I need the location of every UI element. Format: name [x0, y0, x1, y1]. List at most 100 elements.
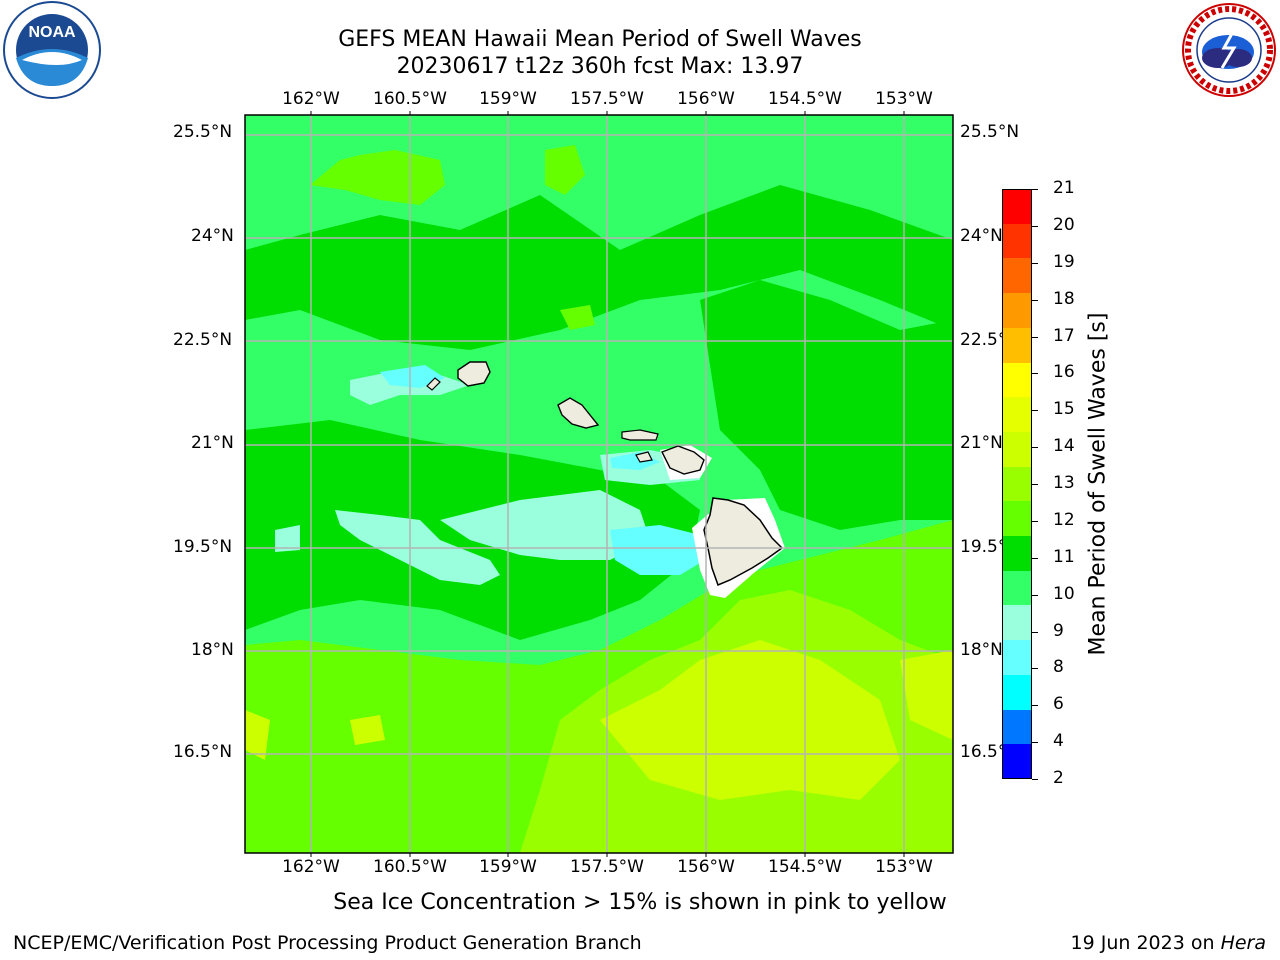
colorbar-tick-mark	[1032, 262, 1038, 264]
colorbar-tick-mark	[1032, 705, 1038, 707]
colorbar-tick-mark	[1032, 668, 1038, 670]
footer-host: Hera	[1220, 932, 1266, 954]
lon-label-top: 157.5°W	[570, 89, 644, 109]
colorbar-tick-mark	[1032, 225, 1038, 227]
period-band-9-10-e	[275, 525, 300, 552]
island-niihau	[426, 377, 441, 391]
colorbar-cell	[1002, 431, 1032, 468]
noaa-logo: NOAA	[3, 1, 101, 99]
period-band-8-9-b	[380, 365, 445, 388]
colorbar-cell	[1002, 674, 1032, 711]
lat-label-left: 25.5°N	[173, 122, 233, 142]
lon-label-top: 156°W	[677, 89, 735, 109]
period-band-9-10-b	[440, 490, 650, 560]
lat-label-left: 21°N	[191, 433, 234, 453]
colorbar-cell	[1002, 258, 1032, 294]
colorbar-cell	[1002, 744, 1032, 780]
colorbar-tick-mark	[1032, 594, 1038, 596]
noaa-logo-text: NOAA	[28, 24, 76, 41]
colorbar-tick-label: 17	[1053, 325, 1075, 346]
colorbar-tick-label: 9	[1053, 620, 1064, 641]
island-molokai	[621, 429, 659, 441]
colorbar-tick-mark	[1032, 336, 1038, 338]
colorbar-tick-label: 10	[1053, 583, 1075, 604]
colorbar-tick-mark	[1032, 631, 1038, 633]
period-band-14-15-a	[600, 640, 900, 800]
colorbar-cell	[1002, 189, 1032, 225]
colorbar-tick-mark	[1032, 373, 1038, 375]
period-band-11-12-north	[245, 185, 953, 350]
colorbar-cell	[1002, 640, 1032, 676]
colorbar-cell	[1002, 293, 1032, 329]
lat-label-left: 22.5°N	[173, 330, 233, 350]
footer-date: 19 Jun 2023 on	[1070, 932, 1221, 954]
lat-label-left: 16.5°N	[173, 742, 233, 762]
colorbar-cell	[1002, 397, 1032, 433]
lon-label-bottom: 162°W	[282, 857, 340, 877]
colorbar-tick-mark	[1032, 410, 1038, 412]
period-patch-north-b	[545, 145, 585, 195]
colorbar-tick-label: 8	[1053, 657, 1064, 678]
colorbar-cell	[1002, 327, 1032, 364]
lon-label-bottom: 160.5°W	[373, 857, 447, 877]
lon-label-top: 159°W	[479, 89, 537, 109]
colorbar-cell	[1002, 362, 1032, 398]
colorbar-cell	[1002, 536, 1032, 572]
colorbar-tick-label: 21	[1053, 178, 1075, 198]
colorbar-label: Mean Period of Swell Waves [s]	[1085, 312, 1111, 656]
colorbar-cell	[1002, 605, 1032, 641]
lon-label-bottom: 157.5°W	[570, 857, 644, 877]
lon-label-top: 153°W	[875, 89, 933, 109]
period-patch-north-a	[310, 150, 445, 205]
period-band-11-12-east	[700, 280, 953, 530]
lon-label-bottom: 156°W	[677, 857, 735, 877]
period-band-14-15-c	[245, 710, 270, 760]
colorbar-tick-label: 12	[1053, 509, 1075, 530]
colorbar-tick-label: 4	[1053, 731, 1064, 752]
lat-label-left: 24°N	[191, 226, 234, 246]
colorbar-cell	[1002, 223, 1032, 259]
lat-label-left: 19.5°N	[173, 537, 233, 557]
lon-label-top: 154.5°W	[768, 89, 842, 109]
footer-left: NCEP/EMC/Verification Post Processing Pr…	[13, 932, 642, 954]
map-ticks	[310, 111, 905, 857]
lon-label-bottom: 159°W	[479, 857, 537, 877]
colorbar-tick-label: 15	[1053, 399, 1075, 420]
colorbar-tick-label: 11	[1053, 546, 1075, 567]
colorbar-tick-mark	[1032, 189, 1038, 190]
period-band-8-9-a	[610, 525, 705, 575]
colorbar-frame	[1002, 189, 1032, 779]
period-band-14-15-b	[900, 650, 953, 740]
lat-label-right: 25.5°N	[960, 122, 1020, 142]
colorbar-tick-mark	[1032, 520, 1038, 522]
colorbar-tick-label: 2	[1053, 768, 1064, 788]
lat-label-right: 21°N	[960, 433, 1003, 453]
sea-ice-caption: Sea Ice Concentration > 15% is shown in …	[333, 890, 947, 915]
colorbar	[1002, 189, 1032, 780]
colorbar-cell	[1002, 501, 1032, 537]
nws-logo	[1182, 3, 1276, 97]
map-title: GEFS MEAN Hawaii Mean Period of Swell Wa…	[338, 27, 862, 52]
colorbar-tick-mark	[1032, 484, 1038, 485]
island-kauai	[457, 361, 491, 387]
lat-label-left: 18°N	[191, 640, 234, 660]
lon-label-top: 160.5°W	[373, 89, 447, 109]
footer-right: 19 Jun 2023 on Hera	[1071, 932, 1266, 954]
period-field	[245, 115, 953, 853]
island-oahu	[557, 397, 600, 429]
colorbar-tick-label: 20	[1053, 214, 1075, 235]
colorbar-tick-label: 6	[1053, 694, 1064, 715]
lon-label-bottom: 154.5°W	[768, 857, 842, 877]
colorbar-cell	[1002, 570, 1032, 606]
colorbar-tick-mark	[1032, 779, 1038, 780]
colorbar-tick-label: 16	[1053, 362, 1075, 383]
colorbar-tick-label: 14	[1053, 436, 1075, 457]
colorbar-tick-mark	[1032, 557, 1038, 559]
lat-label-right: 18°N	[960, 640, 1003, 660]
lat-label-right: 24°N	[960, 226, 1003, 246]
period-patch-north-c	[560, 305, 595, 330]
colorbar-ticks: 21 20 19 18 17 16 15 14 13 12 11 10 9 8 6 4 2	[1032, 178, 1092, 788]
lon-label-top: 162°W	[282, 89, 340, 109]
colorbar-tick-mark	[1032, 299, 1038, 301]
